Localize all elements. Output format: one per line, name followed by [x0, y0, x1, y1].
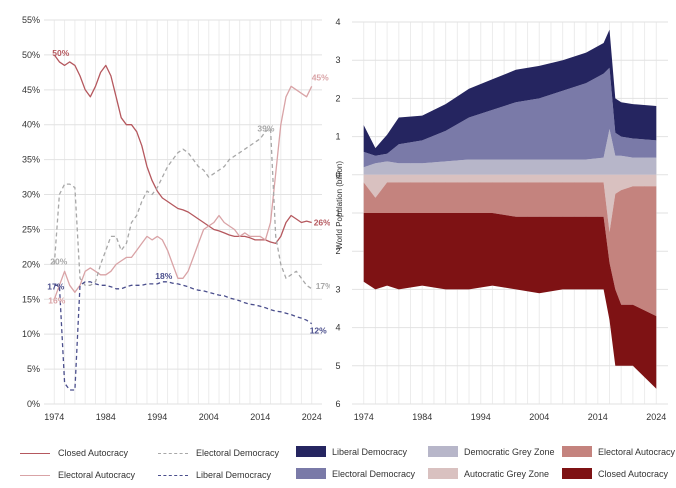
legend-label: Closed Autocracy — [58, 448, 129, 458]
y-tick-label: 30% — [22, 190, 40, 200]
data-label: 50% — [52, 48, 69, 58]
area-band-liberal-democracy — [363, 29, 657, 156]
legend-item-liberal-democracy-line: Liberal Democracy — [158, 470, 271, 480]
legend-item-closed-autocracy-area: Closed Autocracy — [562, 468, 668, 479]
legend-item-democratic-grey-zone-area: Democratic Grey Zone — [428, 446, 555, 457]
series-line-electoral-autocracy — [53, 85, 313, 300]
y-tick-label: 10% — [22, 329, 40, 339]
data-label: 26% — [314, 217, 330, 227]
legend-swatch — [428, 446, 458, 457]
y-tick-label: 4 — [335, 17, 340, 27]
legend-label: Closed Autocracy — [598, 468, 669, 479]
legend-label: Electoral Democracy — [196, 448, 280, 458]
y-tick-label: 2 — [335, 93, 340, 103]
y-tick-label: 45% — [22, 85, 40, 95]
legend: Closed Autocracy Electoral Democracy Ele… — [0, 440, 676, 486]
x-tick-label: 1984 — [96, 412, 116, 422]
legend-label: Liberal Democracy — [332, 446, 408, 457]
legend-label: Electoral Autocracy — [598, 446, 676, 457]
x-tick-label: 2004 — [529, 412, 549, 422]
area-band-electoral-autocracy — [363, 182, 657, 317]
legend-swatch — [296, 468, 326, 479]
left-line-chart: 0% 5% 10% 15% 20% 25% 30% 35% 40% 45% 50% 55% 1974 19… — [22, 15, 330, 422]
legend-item-closed-autocracy-line: Closed Autocracy — [20, 448, 128, 458]
legend-line-swatch — [158, 474, 188, 476]
y-tick-label: 3 — [335, 284, 340, 294]
legend-item-liberal-democracy-area: Liberal Democracy — [296, 446, 407, 457]
x-tick-label: 2014 — [588, 412, 608, 422]
x-tick-label: 2024 — [646, 412, 666, 422]
data-label: 18% — [155, 271, 172, 281]
y-tick-label: 1 — [335, 208, 340, 218]
legend-swatch — [296, 446, 326, 457]
x-tick-label: 2004 — [199, 412, 219, 422]
series-line-liberal-democracy — [54, 281, 313, 391]
x-tick-label: 1994 — [471, 412, 491, 422]
y-tick-label: 4 — [335, 323, 340, 333]
legend-item-electoral-autocracy-line: Electoral Autocracy — [20, 470, 135, 480]
legend-swatch — [562, 446, 592, 457]
y-tick-label: 20% — [22, 259, 40, 269]
y-axis-label: World Population (billion) — [335, 161, 344, 250]
data-label: 17% — [47, 281, 64, 291]
series-line-closed-autocracy — [53, 54, 312, 245]
legend-label: Democratic Grey Zone — [464, 446, 555, 457]
legend-item-autocratic-grey-zone-area: Autocratic Grey Zone — [428, 468, 549, 479]
y-tick-label: 6 — [335, 399, 340, 409]
legend-line-swatch — [20, 452, 50, 454]
legend-label: Electoral Autocracy — [58, 470, 136, 480]
area-band-democratic-grey-zone — [363, 129, 657, 175]
legend-item-electoral-democracy-area: Electoral Democracy — [296, 468, 415, 479]
series-line-electoral-democracy — [53, 127, 313, 290]
x-tick-label: 1974 — [44, 412, 64, 422]
y-tick-label: 50% — [22, 50, 40, 60]
data-label: 12% — [310, 326, 327, 336]
y-tick-label: 0 — [335, 170, 340, 180]
y-tick-label: 15% — [22, 294, 40, 304]
area-band-electoral-democracy — [363, 67, 657, 168]
y-tick-label: 40% — [22, 120, 40, 130]
legend-label: Electoral Democracy — [332, 468, 416, 479]
data-label: 17% — [316, 281, 330, 291]
y-tick-label: 5% — [27, 364, 40, 374]
area-band-autocratic-grey-zone — [363, 174, 657, 233]
y-tick-label: 1 — [335, 132, 340, 142]
data-label: 45% — [312, 72, 329, 82]
data-label: 39% — [257, 124, 274, 134]
y-tick-label: 55% — [22, 15, 40, 25]
legend-line-swatch — [20, 474, 50, 476]
legend-label: Liberal Democracy — [196, 470, 272, 480]
y-tick-label: 2 — [335, 246, 340, 256]
legend-swatch — [562, 468, 592, 479]
legend-swatch — [428, 468, 458, 479]
y-tick-label: 25% — [22, 224, 40, 234]
y-tick-label: 0% — [27, 399, 40, 409]
data-label: 16% — [48, 295, 65, 305]
legend-item-electoral-autocracy-area: Electoral Autocracy — [562, 446, 675, 457]
area-band-closed-autocracy — [363, 213, 657, 389]
legend-label: Autocratic Grey Zone — [464, 468, 550, 479]
data-label: 20% — [50, 256, 67, 266]
x-tick-label: 2024 — [302, 412, 322, 422]
legend-item-electoral-democracy-line: Electoral Democracy — [158, 448, 279, 458]
x-tick-label: 1994 — [147, 412, 167, 422]
x-tick-label: 2014 — [250, 412, 270, 422]
y-tick-label: 5 — [335, 361, 340, 371]
right-area-chart: 4 3 2 1 0 1 2 3 4 5 6 1974 1984 1994 2004 2014 2024 World… — [335, 17, 668, 422]
x-tick-label: 1974 — [354, 412, 374, 422]
y-tick-label: 3 — [335, 55, 340, 65]
y-tick-label: 35% — [22, 155, 40, 165]
x-tick-label: 1984 — [412, 412, 432, 422]
legend-line-swatch — [158, 452, 188, 454]
